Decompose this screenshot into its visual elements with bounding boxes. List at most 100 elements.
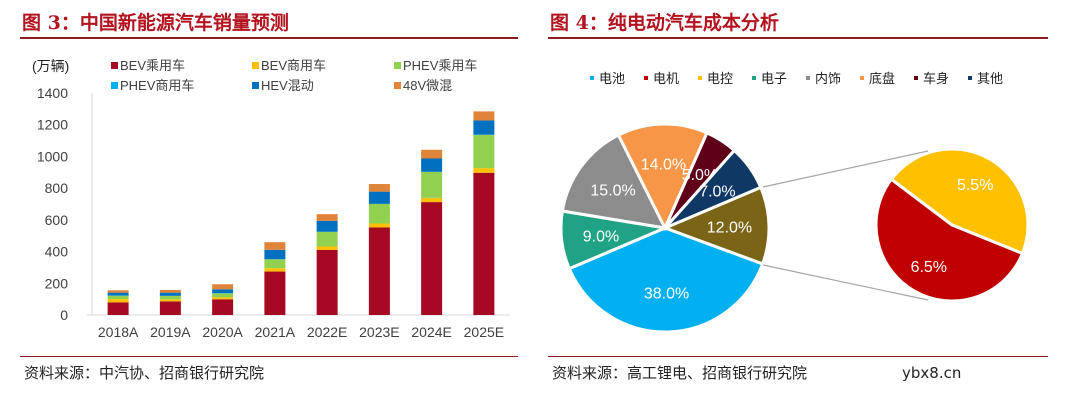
main-pie-data-label: 14.0%	[641, 157, 686, 174]
x-tick-label: 2022E	[307, 324, 347, 340]
legend-label: 电机	[653, 71, 679, 86]
bar-segment	[264, 271, 286, 315]
bar-segment	[368, 223, 390, 228]
x-tick-label: 2023E	[359, 324, 399, 340]
watermark: ybx8.cn	[902, 364, 962, 382]
bar-segment	[159, 301, 181, 315]
main-pie-slice	[660, 185, 771, 266]
bar-segment	[212, 289, 234, 294]
bar-segment	[473, 111, 495, 121]
bar-segment	[316, 231, 338, 247]
legend-marker	[698, 76, 702, 80]
bar-segment	[368, 227, 390, 315]
bar-segment	[421, 158, 443, 172]
left-chart-title: 图 3：中国新能源汽车销量预测	[22, 12, 289, 34]
y-tick-label: 400	[45, 244, 69, 260]
bar-segment	[421, 171, 443, 198]
legend-label: 电池	[599, 71, 625, 86]
x-tick-label: 2020A	[202, 324, 243, 340]
legend-marker	[752, 76, 756, 80]
bar-segment	[421, 197, 443, 203]
y-tick-label: 0	[60, 307, 68, 323]
bar-segment	[368, 191, 390, 204]
y-tick-label: 800	[45, 180, 69, 196]
bar-segment	[473, 134, 495, 169]
connector-line-bottom	[762, 264, 929, 301]
legend-label: BEV乘用车	[120, 58, 185, 73]
bar-segment	[473, 172, 495, 315]
right-source: 资料来源：高工锂电、招商银行研究院	[552, 364, 808, 382]
x-tick-label: 2018A	[98, 324, 139, 340]
legend-label: 内饰	[815, 71, 841, 86]
legend-swatch	[111, 82, 118, 89]
y-tick-label: 1400	[37, 85, 68, 101]
main-pie-data-label: 15.0%	[590, 183, 635, 200]
bar-segment	[368, 204, 390, 224]
bar-segment	[316, 249, 338, 315]
bar-segment	[212, 284, 234, 290]
legend-label: 电控	[707, 71, 733, 86]
legend-swatch	[394, 82, 401, 89]
legend-swatch	[111, 62, 118, 69]
right-footer-rule	[548, 356, 1048, 357]
y-tick-label: 200	[45, 275, 69, 291]
legend-marker	[860, 76, 864, 80]
legend-label: 底盘	[869, 71, 895, 86]
bar-segment	[421, 202, 443, 315]
bar-segment	[107, 299, 129, 303]
x-tick-label: 2024E	[411, 324, 451, 340]
sub-pie-data-label: 5.5%	[957, 177, 993, 194]
bar-segment	[316, 246, 338, 250]
legend-marker	[644, 76, 648, 80]
y-axis-unit-label: (万辆)	[32, 58, 69, 74]
x-tick-label: 2019A	[150, 324, 191, 340]
legend-swatch	[252, 82, 259, 89]
right-title-rule	[548, 37, 1048, 39]
x-tick-label: 2025E	[464, 324, 504, 340]
legend-label: 48V微混	[403, 78, 452, 93]
bar-segment	[107, 295, 129, 300]
bar-segment	[212, 297, 234, 300]
bar-segment	[421, 149, 443, 159]
main-pie-slice	[616, 122, 709, 232]
y-tick-label: 600	[45, 212, 69, 228]
bar-segment	[212, 299, 234, 315]
sub-pie-slice	[889, 147, 1030, 256]
bar-segment	[473, 120, 495, 135]
main-pie-data-label: 38.0%	[644, 285, 689, 302]
bar-segment	[107, 292, 129, 296]
main-pie-data-label: 12.0%	[707, 219, 752, 236]
y-tick-label: 1200	[37, 117, 68, 133]
bar-segment	[316, 214, 338, 221]
sub-pie-slice	[874, 177, 1025, 303]
legend-label: HEV混动	[261, 78, 314, 93]
legend-label: PHEV乘用车	[403, 58, 477, 73]
bar-segment	[107, 290, 129, 293]
connector-line-top	[762, 150, 929, 188]
legend-swatch	[252, 62, 259, 69]
left-source: 资料来源：中汽协、招商银行研究院	[24, 364, 265, 382]
legend-marker	[806, 76, 810, 80]
legend-marker	[590, 76, 594, 80]
main-pie-data-label: 7.0%	[699, 183, 735, 200]
left-footer-rule	[20, 356, 518, 357]
bar-segment	[473, 168, 495, 173]
bar-segment	[159, 295, 181, 300]
bar-segment	[264, 259, 286, 269]
legend-label: PHEV商用车	[120, 78, 194, 93]
bar-segment	[264, 242, 286, 250]
right-chart-title: 图 4：纯电动汽车成本分析	[550, 12, 779, 34]
x-tick-label: 2021A	[255, 324, 296, 340]
legend-swatch	[394, 62, 401, 69]
y-tick-label: 1000	[37, 148, 68, 164]
bar-segment	[159, 289, 181, 293]
legend-label: BEV商用车	[261, 58, 326, 73]
bar-segment	[316, 220, 338, 232]
legend-label: 电子	[761, 71, 787, 86]
bar-segment	[264, 249, 286, 260]
bar-segment	[264, 268, 286, 272]
bar-segment	[107, 302, 129, 315]
legend-label: 其他	[977, 71, 1003, 86]
bar-segment	[159, 292, 181, 296]
